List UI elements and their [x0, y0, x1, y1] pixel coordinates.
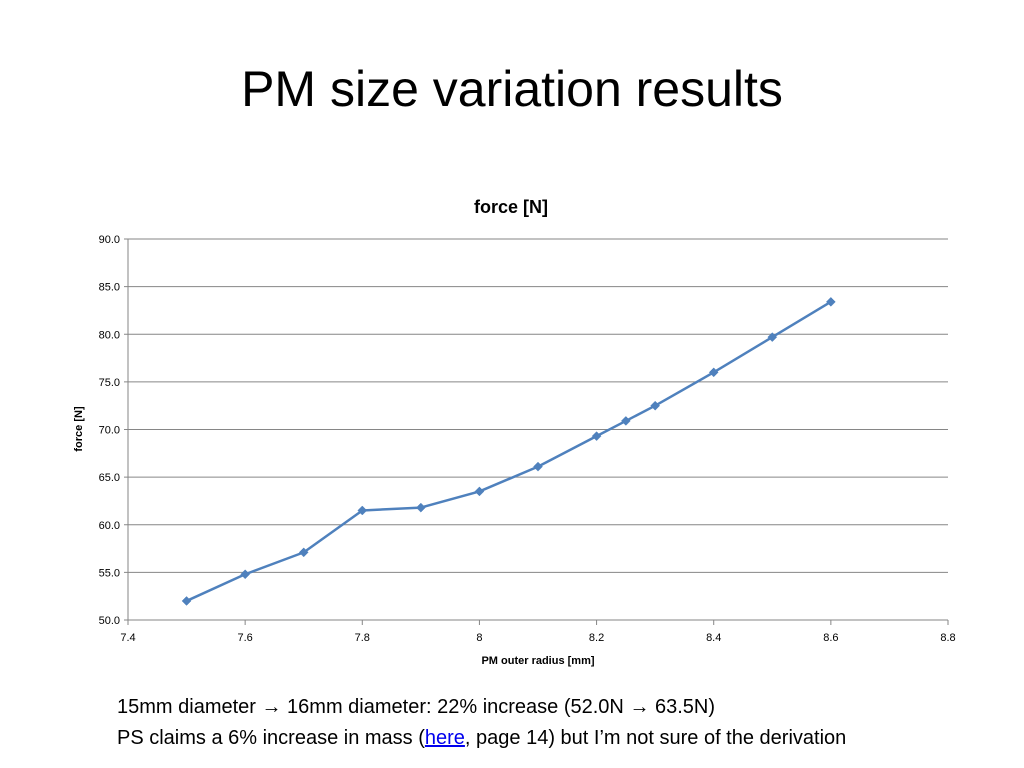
x-tick-label: 8.8 [940, 632, 955, 644]
data-markers [181, 297, 836, 606]
data-point-marker [357, 505, 368, 516]
slide-title: PM size variation results [241, 61, 783, 117]
series-line-path [186, 300, 832, 603]
series-line [186, 300, 832, 603]
note-after: , page 14) but I’m not sure of the deriv… [464, 727, 847, 749]
y-tick-label: 60.0 [99, 520, 120, 532]
data-point-marker [416, 502, 426, 513]
data-point-marker [767, 332, 778, 342]
x-axis-label: PM outer radius [mm] [481, 655, 594, 667]
x-tick-label: 8.2 [589, 632, 604, 644]
data-point-marker [181, 596, 192, 606]
force-line-chart: 50.0 55.0 60.0 65.0 70.0 75.0 80.0 85.0 90.0 7.4 7… [73, 197, 956, 667]
summary-part2: 16mm diameter: 22% increase (52.0N [281, 696, 630, 718]
y-tick-label: 85.0 [99, 282, 120, 294]
data-point-marker [240, 569, 250, 580]
x-tick-label: 7.6 [237, 632, 252, 644]
chart-title: force [N] [474, 197, 548, 217]
data-point-marker [474, 486, 485, 497]
y-tick-label: 65.0 [99, 472, 120, 484]
x-tick-label: 8.6 [823, 632, 838, 644]
x-tick-label: 8.4 [706, 632, 721, 644]
data-point-marker [650, 400, 660, 411]
data-point-marker [826, 297, 836, 307]
reference-link[interactable]: here [424, 727, 465, 749]
x-tick-label: 7.8 [355, 632, 370, 644]
summary-line: 15mm diameter → 16mm diameter: 22% incre… [117, 696, 715, 719]
data-point-marker [298, 547, 309, 558]
data-point-marker [591, 431, 602, 442]
x-tick-label: 7.4 [120, 632, 135, 644]
summary-part3: 63.5N) [649, 696, 716, 718]
data-point-marker [621, 416, 631, 426]
summary-part1: 15mm diameter [117, 696, 262, 718]
y-tick-label: 90.0 [99, 234, 120, 246]
data-point-marker [708, 367, 719, 378]
y-tick-label: 50.0 [99, 615, 120, 627]
y-axis-label: force [N] [73, 406, 85, 452]
note-line: PS claims a 6% increase in mass (here, p… [117, 727, 846, 750]
right-arrow-icon: → [261, 696, 282, 718]
note-before: PS claims a 6% increase in mass ( [117, 727, 425, 749]
y-tick-label: 70.0 [99, 425, 120, 437]
data-point-marker [533, 461, 543, 472]
y-tick-label: 55.0 [99, 567, 120, 579]
tick-labels: 50.0 55.0 60.0 65.0 70.0 75.0 80.0 85.0 90.0 7.4 7… [99, 234, 956, 644]
y-tick-label: 75.0 [99, 377, 120, 389]
gridlines [128, 238, 948, 621]
y-tick-label: 80.0 [99, 329, 120, 341]
axes [124, 238, 949, 625]
right-arrow-icon: → [629, 696, 650, 718]
x-tick-label: 8 [476, 632, 482, 644]
